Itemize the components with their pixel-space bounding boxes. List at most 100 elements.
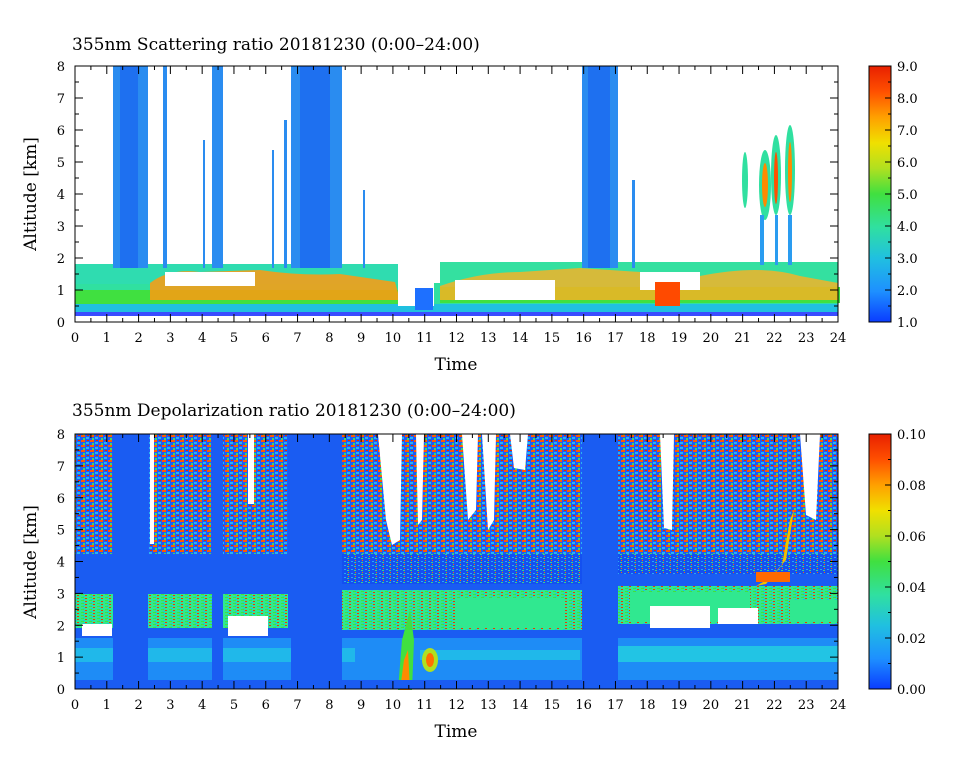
colorbar-tick-label: 6.0 [897, 156, 918, 171]
colorbar-tick-label: 2.0 [897, 284, 918, 299]
colorbar-tick-label: 1.0 [897, 316, 918, 331]
x-tick-label: 18 [639, 331, 656, 346]
scattering-panel: 355nm Scattering ratio 20181230 (0:00–24… [21, 35, 918, 375]
scattering-column-1-core [120, 66, 138, 268]
x-tick-label: 4 [198, 331, 206, 346]
x-tick-label: 13 [480, 698, 497, 713]
depol-column-1 [113, 434, 148, 684]
depol-noise-upper-1 [75, 434, 115, 554]
x-tick-label: 7 [293, 331, 301, 346]
depol-dust-plume [398, 610, 414, 690]
x-tick-label: 15 [544, 331, 561, 346]
x-tick-label: 22 [766, 698, 783, 713]
scattering-cirrus-stem-1 [760, 215, 764, 265]
depol-white-gap-1 [378, 434, 402, 545]
scattering-thin-col-2 [272, 150, 274, 268]
y-tick-label: 3 [57, 220, 65, 235]
scattering-bl-cyan [75, 304, 838, 314]
y-tick-label: 7 [57, 92, 65, 107]
x-tick-label: 19 [671, 331, 688, 346]
depol-xlabel: Time [435, 722, 478, 742]
x-tick-label: 18 [639, 698, 656, 713]
x-tick-label: 8 [325, 698, 333, 713]
x-tick-label: 10 [385, 698, 402, 713]
scattering-column-3 [212, 66, 223, 268]
depol-noise-upper-4 [618, 434, 838, 554]
y-tick-label: 7 [57, 460, 65, 475]
x-tick-label: 17 [607, 331, 624, 346]
depol-aerosol-green-3 [790, 600, 838, 622]
x-tick-label: 3 [166, 698, 174, 713]
x-tick-label: 14 [512, 331, 529, 346]
colorbar-tick-label: 7.0 [897, 124, 918, 139]
x-tick-label: 2 [134, 331, 142, 346]
scattering-cirrus-1 [742, 152, 748, 208]
colorbar-tick-label: 5.0 [897, 188, 918, 203]
x-tick-label: 17 [607, 698, 624, 713]
scattering-thin-col-1 [203, 140, 205, 268]
x-tick-label: 22 [766, 331, 783, 346]
x-tick-label: 21 [734, 331, 751, 346]
depol-low-cyan-3 [618, 646, 838, 662]
y-tick-label: 2 [57, 252, 65, 267]
y-tick-label: 5 [57, 524, 65, 539]
depolarization-title: 355nm Depolarization ratio 20181230 (0:0… [72, 401, 516, 421]
depol-white-gap-6 [660, 434, 674, 530]
colorbar-tick-label: 0.02 [897, 632, 926, 647]
depol-white-gap-7 [800, 434, 820, 520]
scattering-ylabel: Altitude [km] [21, 137, 41, 252]
y-tick-label: 4 [57, 556, 65, 571]
y-tick-label: 3 [57, 587, 65, 602]
x-tick-label: 23 [798, 331, 815, 346]
x-tick-label: 2 [134, 698, 142, 713]
scattering-title: 355nm Scattering ratio 20181230 (0:00–24… [72, 35, 480, 55]
y-tick-label: 6 [57, 492, 65, 507]
x-tick-label: 12 [448, 698, 465, 713]
x-tick-label: 16 [575, 698, 592, 713]
scattering-thin-col-4 [363, 190, 365, 268]
depol-white-gap-3 [462, 434, 478, 520]
scattering-cloud-white-2 [455, 280, 555, 300]
scattering-axes: 0 1 2 3 4 5 6 7 8 9 10 11 12 13 14 15 16 17 18 19 20 21 22 23 24… [57, 60, 847, 346]
x-tick-label: 11 [416, 331, 433, 346]
x-tick-label: 16 [575, 331, 592, 346]
colorbar-tick-label: 3.0 [897, 252, 918, 267]
scattering-thin-col-5 [632, 180, 635, 268]
x-tick-label: 9 [357, 698, 365, 713]
depol-column-4 [582, 434, 618, 684]
scattering-cirrus-stem-2 [775, 215, 778, 265]
scattering-column-4-core [300, 66, 330, 268]
scattering-cirrus-4-core [788, 142, 792, 202]
depol-ylabel: Altitude [km] [21, 505, 41, 620]
y-tick-label: 1 [57, 651, 65, 666]
x-tick-label: 19 [671, 698, 688, 713]
depol-white-band-4 [718, 608, 758, 624]
x-tick-label: 8 [325, 331, 333, 346]
colorbar-tick-label: 8.0 [897, 92, 918, 107]
scattering-thin-col-3 [284, 120, 287, 268]
y-tick-label: 8 [57, 60, 65, 75]
depol-dust-blob-core [426, 653, 434, 667]
y-tick-label: 6 [57, 124, 65, 139]
x-tick-label: 1 [103, 331, 111, 346]
scattering-gap-blue [415, 288, 433, 310]
x-tick-label: 14 [512, 698, 529, 713]
colorbar-tick-label: 4.0 [897, 220, 918, 235]
scattering-cloud-white-1 [165, 272, 255, 286]
x-tick-label: 3 [166, 331, 174, 346]
x-tick-label: 4 [198, 698, 206, 713]
x-tick-label: 23 [798, 698, 815, 713]
x-tick-label: 15 [544, 698, 561, 713]
x-tick-label: 11 [416, 698, 433, 713]
depol-aerosol-green-1 [455, 598, 565, 628]
x-tick-label: 9 [357, 331, 365, 346]
depol-white-gap-9 [248, 434, 254, 504]
scattering-cirrus-2-core [762, 163, 768, 207]
depol-cirrus-base [756, 572, 790, 582]
y-tick-label: 1 [57, 284, 65, 299]
x-tick-label: 24 [830, 698, 847, 713]
x-tick-label: 5 [230, 698, 238, 713]
x-tick-label: 20 [703, 698, 720, 713]
x-tick-label: 0 [71, 331, 79, 346]
